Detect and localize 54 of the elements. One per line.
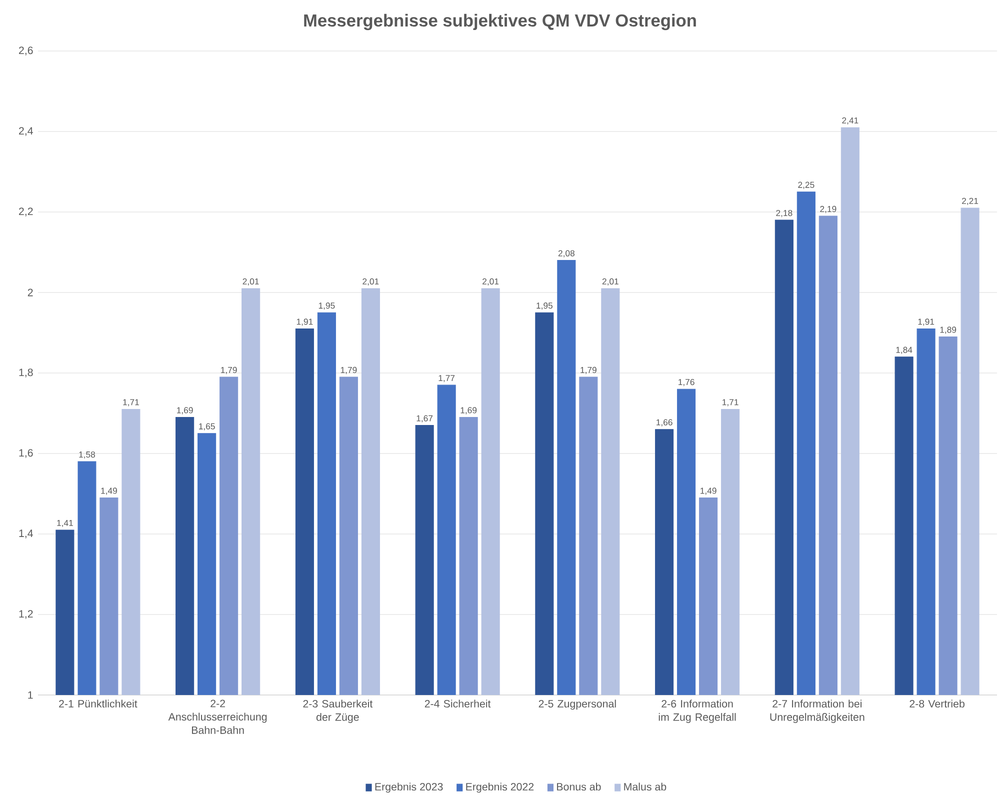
data-label: 1,69	[177, 407, 193, 414]
legend-label: Ergebnis 2023	[375, 782, 443, 793]
data-label: 1,66	[656, 419, 672, 427]
y-tick-label: 1	[28, 691, 33, 699]
data-label: 2,41	[842, 117, 858, 125]
data-label: 1,89	[940, 326, 956, 334]
data-label: 2,01	[362, 278, 379, 286]
data-label: 1,84	[896, 346, 912, 354]
y-tick-label: 1,6	[19, 449, 33, 458]
data-label: 1,79	[580, 367, 596, 374]
data-label: 1,67	[416, 415, 433, 422]
data-label: 1,69	[460, 407, 477, 414]
data-label: 2,01	[242, 278, 259, 286]
x-tick-label: 2-3 Sauberkeit der Züge	[303, 700, 373, 724]
x-tick-label: 2-4 Sicherheit	[424, 700, 491, 708]
x-tick-label: 2-2 Anschlusserreichung Bahn-Bahn	[168, 700, 267, 734]
data-label: 2,25	[798, 182, 814, 190]
data-label: 1,79	[221, 367, 237, 374]
y-tick-label: 2	[28, 288, 33, 296]
legend-label: Ergebnis 2022	[466, 782, 534, 793]
y-tick-label: 1,2	[19, 610, 33, 620]
x-tick-label: 2-5 Zugpersonal	[538, 700, 616, 710]
x-tick-label: 2-1 Pünktlichkeit	[59, 700, 138, 708]
data-label: 2,01	[602, 278, 618, 286]
data-label: 2,01	[482, 278, 499, 286]
data-label: 1,49	[700, 488, 716, 495]
data-label: 1,71	[123, 399, 139, 406]
data-label: 1,79	[340, 367, 357, 374]
data-label: 1,58	[79, 452, 95, 459]
y-tick-label: 2,4	[19, 127, 33, 136]
y-tick-label: 2,6	[19, 46, 33, 56]
y-tick-label: 1,8	[19, 368, 33, 378]
data-label: 1,49	[101, 488, 117, 495]
data-label: 1,95	[318, 302, 335, 310]
data-label: 1,91	[296, 318, 313, 326]
data-label: 1,65	[199, 423, 215, 431]
data-label: 2,08	[558, 250, 574, 258]
legend-label: Bonus ab	[557, 782, 601, 791]
data-label: 1,91	[918, 318, 934, 326]
x-tick-label: 2-8 Vertrieb	[910, 700, 964, 708]
data-label: 2,18	[776, 210, 792, 218]
data-label: 1,71	[722, 399, 738, 406]
y-tick-label: 1,4	[19, 530, 33, 538]
data-label: 1,76	[678, 379, 694, 386]
chart-title: Messergebnisse subjektives QM VDV Ostregion	[304, 14, 696, 30]
y-tick-label: 2,2	[19, 208, 33, 217]
data-label: 2,21	[962, 198, 978, 206]
legend-label: Malus ab	[624, 782, 666, 791]
data-label: 1,41	[57, 520, 73, 528]
data-label: 1,95	[536, 302, 552, 310]
data-label: 1,77	[438, 375, 455, 382]
data-label: 2,19	[820, 206, 836, 214]
x-tick-label: 2-6 Information im Zug Regelfall	[658, 700, 736, 724]
x-tick-label: 2-7 Information bei Unregelmäßigkeiten	[770, 700, 864, 724]
